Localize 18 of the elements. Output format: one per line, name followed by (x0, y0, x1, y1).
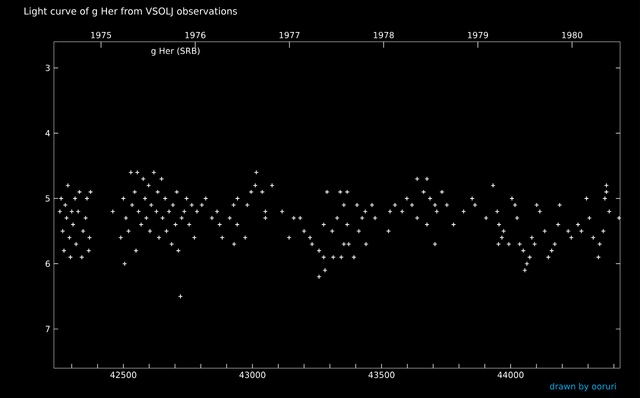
y-tick-label: 3 (46, 64, 50, 72)
x2-tick-label: 1977 (280, 32, 300, 38)
y-tick-label: 7 (46, 326, 50, 332)
x2-tick-label: 1978 (374, 32, 394, 38)
x2-tick-label: 1976 (185, 32, 206, 38)
y-tick-label: 4 (45, 130, 50, 136)
x-tick-label: 44000 (498, 372, 524, 378)
text: drawn by ooruri (550, 382, 616, 392)
y-tick-label: 6 (46, 260, 50, 267)
y-tick-label: 5 (46, 195, 50, 202)
x-tick-label: 42500 (110, 372, 136, 378)
x-tick-label: 43500 (368, 372, 394, 378)
x-tick-label: 43000 (239, 372, 266, 378)
chart-title: Light curve of g Her from VSOLJ observations (24, 7, 237, 17)
x2-tick-label: 1980 (562, 32, 582, 38)
x2-tick-label: 1975 (91, 32, 112, 38)
annotation: g Her (SRB) (151, 48, 200, 56)
x2-tick-label: 1979 (468, 32, 488, 38)
